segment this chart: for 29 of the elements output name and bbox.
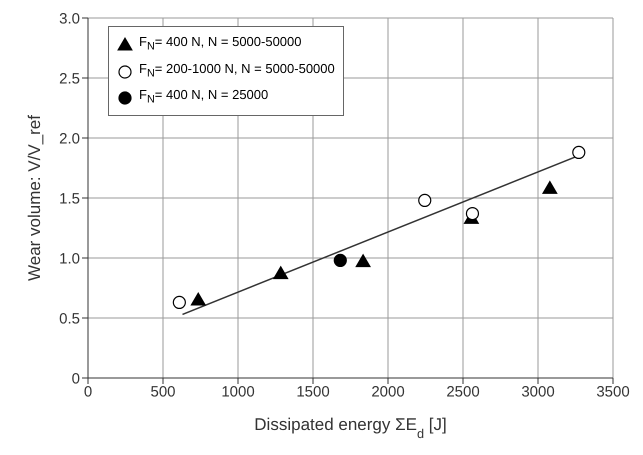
legend-label: F$_{N}$= 400 N, N = 25000 bbox=[139, 86, 268, 108]
point bbox=[572, 146, 586, 159]
x-tick-label: 3000 bbox=[521, 384, 555, 401]
y-tick-label: 1.0 bbox=[59, 250, 80, 268]
point bbox=[172, 296, 186, 309]
y-tick-label: 0.5 bbox=[59, 310, 80, 328]
x-tick-label: 0 bbox=[84, 384, 92, 401]
x-tick-label: 1000 bbox=[221, 384, 255, 401]
point bbox=[334, 254, 347, 267]
point bbox=[273, 266, 288, 280]
legend-label: F$_{N}$= 400 N, N = 5000-50000 bbox=[139, 33, 302, 55]
y-tick-label: 3.0 bbox=[59, 10, 80, 28]
x-tick-label: 2500 bbox=[446, 384, 480, 401]
x-tick-label: 3500 bbox=[596, 384, 630, 401]
x-tick-label: 1500 bbox=[296, 384, 330, 401]
y-tick-label: 0 bbox=[72, 370, 80, 388]
point bbox=[356, 254, 371, 268]
x-tick-label: 2000 bbox=[371, 384, 405, 401]
point bbox=[418, 194, 432, 207]
x-axis-title: Dissipated energy ΣE$_{d}$ [J] bbox=[254, 415, 447, 440]
point bbox=[190, 292, 206, 306]
y-tick-label: 2.0 bbox=[59, 130, 80, 148]
x-tick-label: 500 bbox=[150, 384, 176, 401]
legend-label: F$_{N}$= 200-1000 N, N = 5000-50000 bbox=[139, 60, 335, 82]
y-axis-title: Wear volume: V/V_ref bbox=[25, 114, 44, 281]
y-tick-label: 2.5 bbox=[59, 70, 80, 88]
y-tick-label: 1.5 bbox=[59, 190, 80, 208]
point bbox=[466, 207, 480, 220]
point bbox=[542, 180, 558, 194]
